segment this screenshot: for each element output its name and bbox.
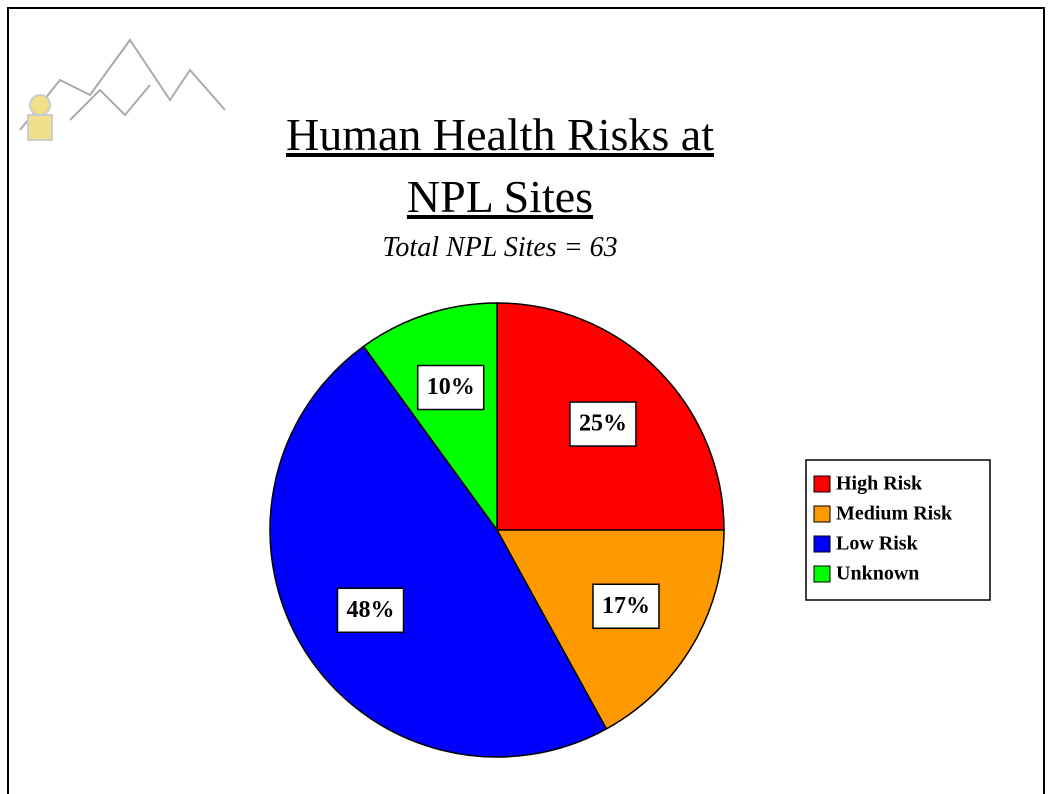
legend-swatch — [814, 506, 830, 522]
legend-swatch — [814, 566, 830, 582]
data-label: 10% — [427, 374, 475, 400]
legend-label: High Risk — [836, 473, 923, 495]
logo — [20, 40, 225, 140]
legend-label: Unknown — [836, 563, 919, 585]
legend-swatch — [814, 476, 830, 492]
chart-subtitle: Total NPL Sites = 63 — [250, 232, 750, 264]
slide: 25% 17% 48% 10% High Risk Medium Risk Low Risk… — [0, 0, 1052, 794]
legend-label: Medium Risk — [836, 503, 953, 525]
chart-title: Human Health Risks at NPL Sites — [250, 104, 750, 228]
data-label: 48% — [347, 597, 395, 623]
data-label: 17% — [602, 593, 650, 619]
logo-figure-body — [28, 115, 52, 140]
logo-figure — [30, 95, 50, 115]
legend-label: Low Risk — [836, 533, 919, 555]
legend-swatch — [814, 536, 830, 552]
data-label: 25% — [579, 411, 627, 437]
